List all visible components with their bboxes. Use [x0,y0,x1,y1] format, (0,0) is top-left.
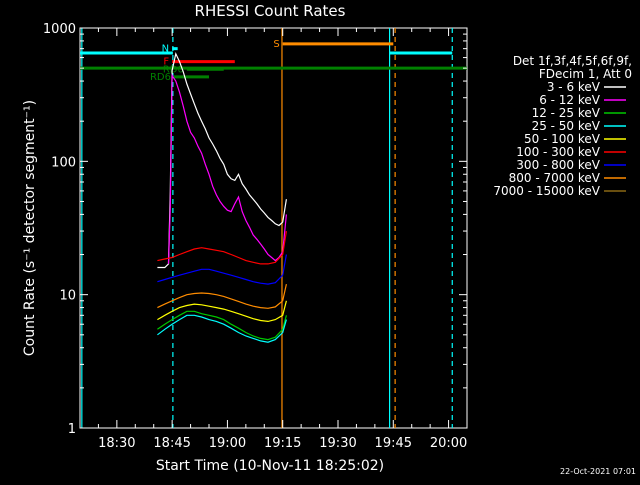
x-axis-label: Start Time (10-Nov-11 18:25:02) [156,458,384,474]
series-line [157,283,287,309]
series-line [167,73,287,264]
timestamp: 22-Oct-2021 07:01 [560,467,636,476]
y-tick-label: 1 [68,422,76,437]
annotation-label: RD0 [163,64,184,75]
legend-item-label: 7000 - 15000 keV [493,184,600,198]
y-tick-label: 10 [59,289,76,304]
y-tick-label: 1000 [43,22,76,37]
series-line [157,310,287,341]
series-line [157,51,287,269]
legend: Det 1f,3f,4f,5f,6f,9f, FDecim 1, Att 0 3… [493,54,632,198]
vertical-markers [81,28,453,428]
annotation-label: S [273,39,279,50]
series-lines [157,51,287,343]
legend-item-label: 25 - 50 keV [532,119,601,133]
chart-title: RHESSI Count Rates [195,2,346,20]
legend-item-label: 800 - 7000 keV [509,171,601,185]
annotation-label: F [163,57,169,68]
legend-item-label: 100 - 300 keV [516,145,600,159]
series-line [157,254,287,285]
legend-header-line-1: Det 1f,3f,4f,5f,6f,9f, [513,54,632,68]
y-tick-label: 100 [51,155,76,170]
y-axis-label: Count Rate (s⁻¹ detector segment⁻¹) [22,100,38,356]
x-tick-label: 19:45 [375,436,412,451]
x-axis: 18:30 18:45 19:00 19:15 19:30 19:45 20:00 [97,28,468,451]
series-line [157,314,287,343]
x-tick-label: 19:00 [209,436,246,451]
x-tick-label: 18:45 [153,436,190,451]
legend-item-label: 12 - 25 keV [532,106,601,120]
legend-item-label: 3 - 6 keV [547,80,601,94]
annotation-label: RD6 [150,72,171,83]
x-tick-label: 20:00 [430,436,467,451]
legend-item-label: 6 - 12 keV [539,93,601,107]
horizontal-bands [80,51,467,70]
x-tick-label: 19:15 [264,436,301,451]
annotation-label: N [162,44,169,55]
plot-frame [79,27,468,429]
legend-item-label: 50 - 100 keV [524,132,601,146]
x-tick-label: 18:30 [98,436,135,451]
legend-item-label: 300 - 800 keV [516,158,600,172]
series-line [157,300,287,323]
legend-header-line-2: FDecim 1, Att 0 [539,67,632,81]
series-line [157,231,287,265]
x-tick-label: 19:30 [319,436,356,451]
y-axis: 1 10 100 1000 [43,22,467,437]
